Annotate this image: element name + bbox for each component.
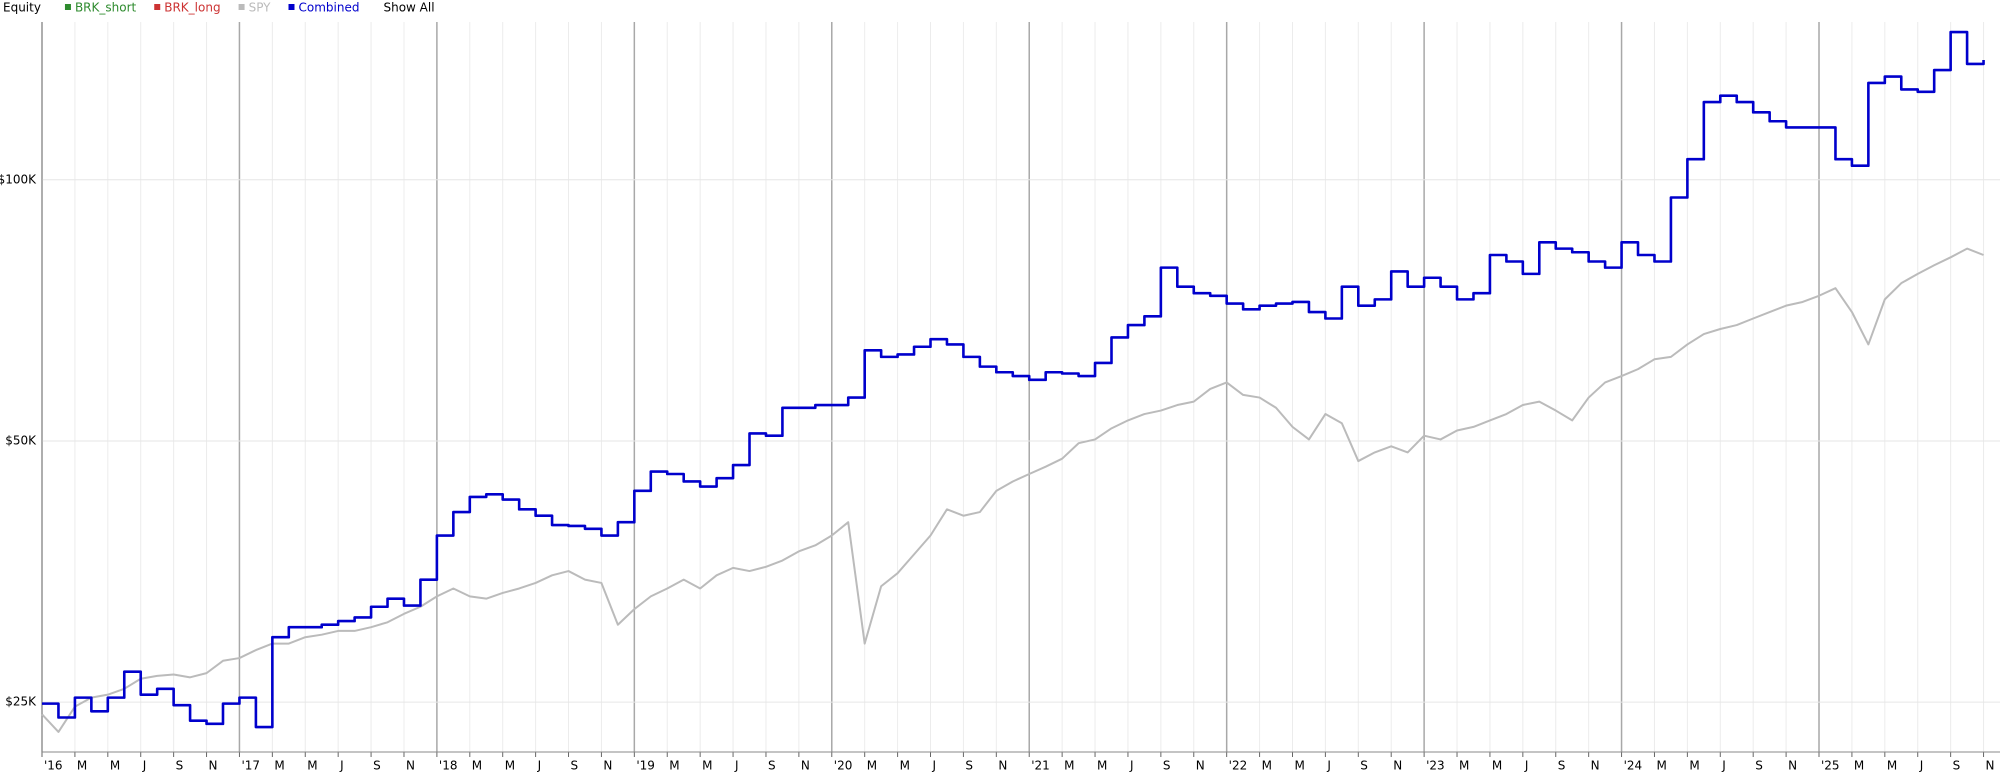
- x-tick-label: J: [142, 759, 147, 773]
- x-tick-label: J: [734, 759, 739, 773]
- x-tick-label: '22: [1229, 759, 1248, 773]
- x-tick-label: M: [702, 759, 712, 773]
- x-tick-label: J: [1524, 759, 1529, 773]
- x-tick-label: N: [1788, 759, 1797, 773]
- x-tick-label: M: [900, 759, 910, 773]
- x-tick-label: '16: [44, 759, 63, 773]
- x-tick-label: '18: [439, 759, 458, 773]
- x-tick-label: M: [505, 759, 515, 773]
- y-tick-label: $50K: [5, 433, 37, 447]
- x-tick-label: M: [1887, 759, 1897, 773]
- x-tick-label: N: [209, 759, 218, 773]
- x-tick-label: M: [1656, 759, 1666, 773]
- legend-label[interactable]: SPY: [249, 1, 272, 15]
- show-all-button[interactable]: Show All: [383, 1, 434, 15]
- x-tick-label: S: [768, 759, 776, 773]
- x-tick-label: M: [1294, 759, 1304, 773]
- x-tick-label: S: [373, 759, 381, 773]
- x-tick-label: '23: [1426, 759, 1445, 773]
- x-tick-label: '20: [834, 759, 853, 773]
- x-tick-label: N: [801, 759, 810, 773]
- legend-label[interactable]: BRK_long: [164, 1, 220, 15]
- x-tick-label: S: [176, 759, 184, 773]
- x-tick-label: J: [339, 759, 344, 773]
- legend-marker[interactable]: [64, 4, 71, 10]
- x-tick-label: S: [1953, 759, 1961, 773]
- legend-label[interactable]: Combined: [299, 1, 360, 15]
- x-tick-label: M: [1492, 759, 1502, 773]
- x-tick-label: M: [1097, 759, 1107, 773]
- x-tick-label: N: [406, 759, 415, 773]
- x-tick-label: N: [1196, 759, 1205, 773]
- x-tick-label: N: [603, 759, 612, 773]
- x-tick-label: N: [1591, 759, 1600, 773]
- x-tick-label: M: [1262, 759, 1272, 773]
- x-tick-label: M: [1064, 759, 1074, 773]
- x-tick-label: '24: [1624, 759, 1643, 773]
- legend-title: Equity: [3, 1, 41, 15]
- x-tick-label: M: [110, 759, 120, 773]
- x-tick-label: J: [1721, 759, 1726, 773]
- y-tick-label: $100K: [0, 172, 37, 186]
- x-tick-label: J: [1919, 759, 1924, 773]
- x-tick-label: M: [1459, 759, 1469, 773]
- x-tick-label: M: [669, 759, 679, 773]
- legend-marker[interactable]: [238, 4, 245, 10]
- x-tick-label: J: [932, 759, 937, 773]
- x-tick-label: '17: [241, 759, 260, 773]
- x-tick-label: M: [1854, 759, 1864, 773]
- x-tick-label: M: [77, 759, 87, 773]
- x-tick-label: N: [1393, 759, 1402, 773]
- legend-label[interactable]: BRK_short: [75, 1, 137, 15]
- x-tick-label: J: [537, 759, 542, 773]
- x-tick-label: M: [472, 759, 482, 773]
- x-tick-label: S: [965, 759, 973, 773]
- x-tick-label: S: [1755, 759, 1763, 773]
- legend-marker[interactable]: [154, 4, 161, 10]
- series-line: [41, 247, 1984, 733]
- x-tick-label: M: [867, 759, 877, 773]
- x-tick-label: N: [998, 759, 1007, 773]
- x-tick-label: M: [274, 759, 284, 773]
- x-tick-label: N: [1986, 759, 1995, 773]
- legend-marker[interactable]: [288, 4, 295, 10]
- x-tick-label: J: [1129, 759, 1134, 773]
- x-tick-label: S: [1558, 759, 1566, 773]
- x-tick-label: S: [1163, 759, 1171, 773]
- x-tick-label: J: [1326, 759, 1331, 773]
- x-tick-label: S: [571, 759, 579, 773]
- x-tick-label: '25: [1821, 759, 1840, 773]
- x-tick-label: '21: [1031, 759, 1050, 773]
- x-tick-label: M: [307, 759, 317, 773]
- series-line: [42, 30, 1985, 729]
- x-tick-label: M: [1689, 759, 1699, 773]
- x-tick-label: S: [1360, 759, 1368, 773]
- y-tick-label: $25K: [5, 695, 37, 709]
- x-tick-label: '19: [636, 759, 655, 773]
